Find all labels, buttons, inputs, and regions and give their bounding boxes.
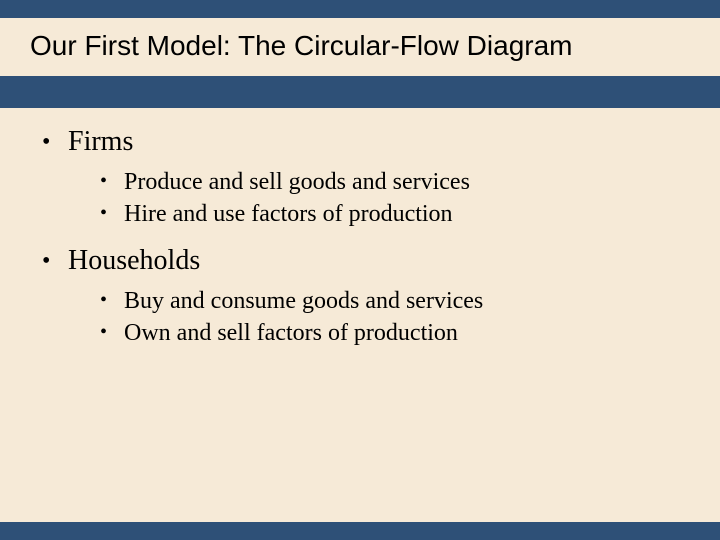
bullet-list: Firms Produce and sell goods and service… (40, 126, 680, 350)
sub-list-item: Produce and sell goods and services (98, 166, 680, 198)
content-band: Firms Produce and sell goods and service… (0, 108, 720, 522)
sub-list-item: Hire and use factors of production (98, 198, 680, 230)
list-item-label: Households (68, 245, 200, 276)
list-item-label: Firms (68, 126, 133, 157)
slide-container: Our First Model: The Circular-Flow Diagr… (0, 0, 720, 540)
sub-list: Produce and sell goods and services Hire… (98, 166, 680, 231)
slide-title: Our First Model: The Circular-Flow Diagr… (30, 30, 690, 62)
list-item: Firms Produce and sell goods and service… (40, 126, 680, 231)
sub-list-item: Buy and consume goods and services (98, 285, 680, 317)
sub-list-item: Own and sell factors of production (98, 317, 680, 349)
sub-list-item-text: Hire and use factors of production (124, 201, 453, 227)
sub-list: Buy and consume goods and services Own a… (98, 285, 680, 350)
sub-list-item-text: Buy and consume goods and services (124, 288, 483, 314)
sub-list-item-text: Own and sell factors of production (124, 320, 458, 346)
title-band: Our First Model: The Circular-Flow Diagr… (0, 18, 720, 76)
list-item: Households Buy and consume goods and ser… (40, 245, 680, 350)
sub-list-item-text: Produce and sell goods and services (124, 169, 470, 195)
